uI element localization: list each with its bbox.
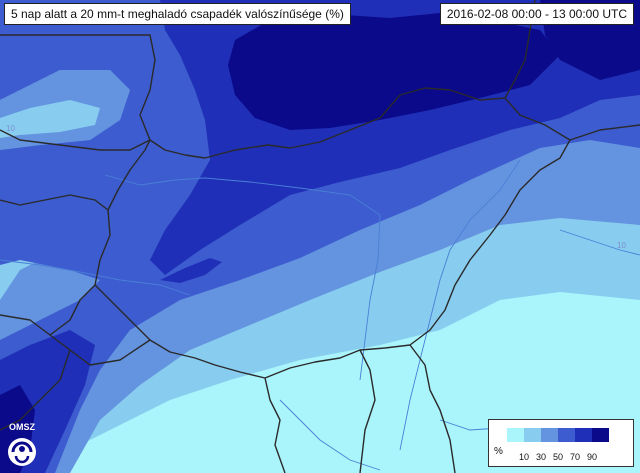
legend-swatch-2 [541,428,558,442]
legend-ticks: 10 30 50 70 90 [507,452,640,464]
legend-tick-70: 70 [569,452,580,462]
legend-color-bar [507,428,609,442]
omsz-logo: OMSZ [5,422,39,470]
legend: % 10 30 50 70 90 [488,419,634,467]
band-10-30-upper-left [0,100,100,138]
legend-swatch-0 [507,428,524,442]
legend-swatch-5 [592,428,609,442]
logo-text: OMSZ [9,422,35,432]
legend-tick-10: 10 [518,452,529,462]
forecast-period: 2016-02-08 00:00 - 13 00:00 UTC [439,3,634,25]
contour-label-east: 10 [617,241,626,250]
band-90-north [228,12,560,130]
legend-swatch-3 [558,428,575,442]
lake-tisza [402,180,415,194]
contour-label-west: 10 [6,124,15,133]
legend-tick-90: 90 [586,452,597,462]
lake-balaton [160,258,222,283]
legend-tick-50: 50 [552,452,563,462]
legend-swatch-1 [524,428,541,442]
map-title: 5 nap alatt a 20 mm-t meghaladó csapadék… [4,3,351,25]
legend-unit: % [494,446,503,457]
legend-swatch-4 [575,428,592,442]
legend-tick-30: 30 [535,452,546,462]
